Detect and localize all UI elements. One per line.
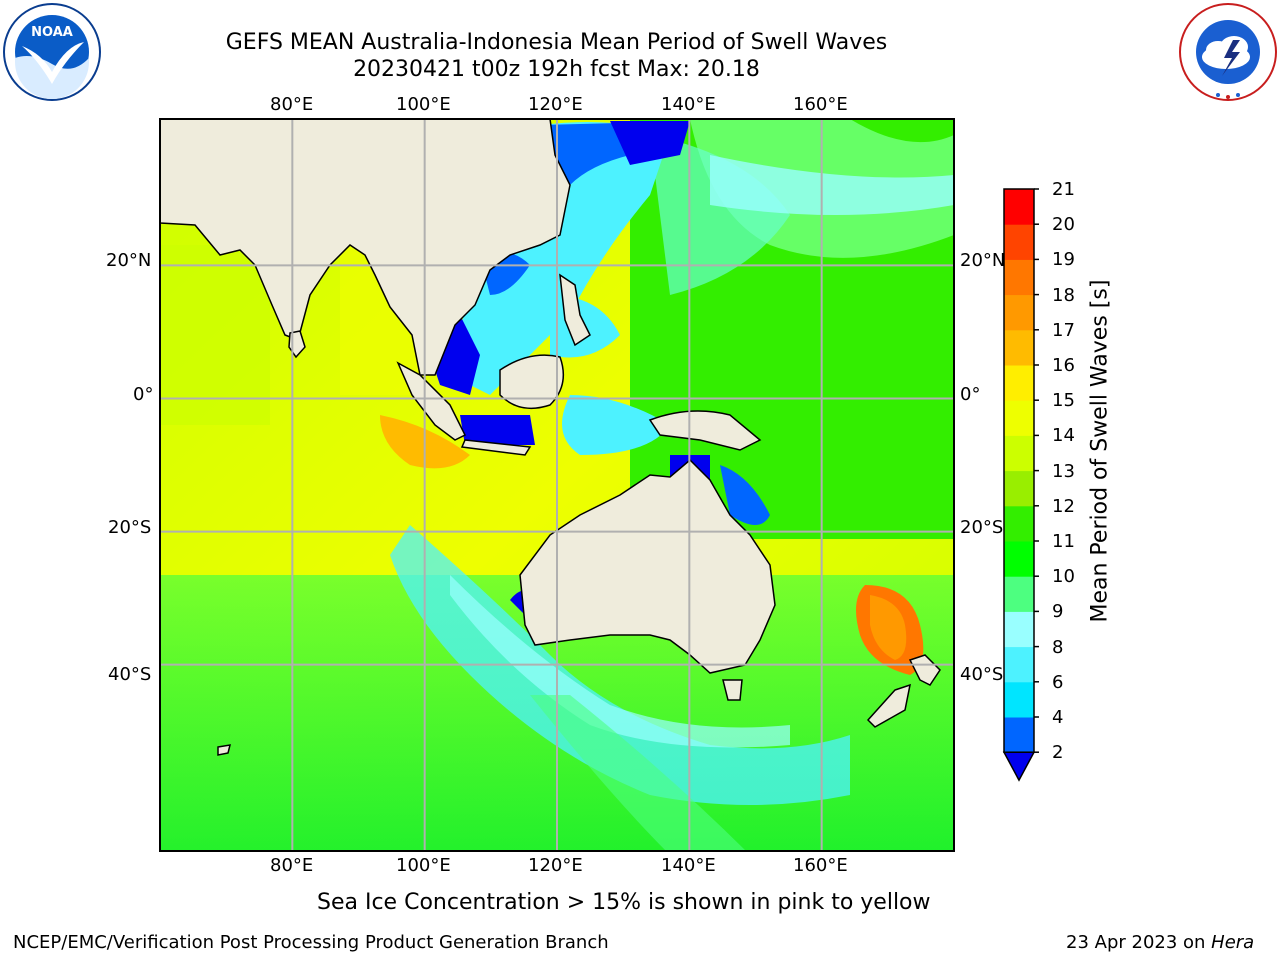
lat-tick-left-40s: 40°S [108, 664, 152, 685]
colorbar-tick-label: 6 [1052, 671, 1064, 693]
colorbar-label: Mean Period of Swell Waves [s] [1087, 279, 1113, 623]
colorbar [1002, 188, 1039, 782]
colorbar-tick-label: 11 [1052, 531, 1075, 552]
land-new-guinea [648, 410, 762, 451]
land-masses [160, 119, 941, 756]
colorbar-tick-label: 12 [1052, 495, 1075, 517]
colorbar-segment [1004, 470, 1034, 507]
land-new-zealand-north [908, 654, 941, 686]
colorbar-tick-label: 10 [1052, 566, 1075, 588]
chart-subtitle: 20230421 t00z 192h fcst Max: 20.18 [353, 57, 760, 82]
lat-tick-left-0: 0° [133, 384, 154, 405]
lat-tick-right-0: 0° [960, 384, 981, 405]
lat-tick-right-20s: 20°S [960, 517, 1004, 538]
lat-tick-left-20n: 20°N [106, 250, 152, 271]
chart-title: GEFS MEAN Australia-Indonesia Mean Perio… [225, 30, 888, 55]
noaa-logo-icon: NOAA [3, 3, 101, 101]
sea-ice-note: Sea Ice Concentration > 15% is shown in … [317, 890, 931, 915]
lon-tick-bottom-140: 140°E [661, 855, 716, 876]
colorbar-segment [1004, 611, 1034, 648]
colorbar-tick-label: 9 [1052, 601, 1064, 623]
colorbar-segment [1004, 329, 1034, 366]
colorbar-tick-label: 16 [1052, 355, 1075, 376]
colorbar-segment [1004, 576, 1034, 612]
map-frame [159, 118, 955, 852]
colorbar-tick-label: 17 [1052, 319, 1075, 341]
land-philippines [559, 273, 591, 347]
colorbar-segment [1004, 681, 1034, 718]
land-borneo [499, 354, 565, 410]
footer-date-text: 23 Apr 2023 on [1066, 932, 1212, 953]
land-australia [519, 458, 776, 674]
lat-tick-right-40s: 40°S [960, 664, 1004, 685]
footer-producer: NCEP/EMC/Verification Post Processing Pr… [13, 932, 609, 953]
colorbar-segment [1004, 189, 1034, 225]
colorbar-tick-label: 20 [1052, 214, 1075, 236]
colorbar-tick-label: 2 [1052, 742, 1064, 764]
colorbar-segment [1004, 224, 1034, 260]
swell-period-map [159, 118, 955, 852]
svg-text:NOAA: NOAA [31, 25, 73, 40]
land-kerguelen [217, 744, 232, 756]
colorbar-tick-label: 15 [1052, 390, 1075, 412]
colorbar-segment [1004, 294, 1034, 331]
colorbar-segment [1004, 259, 1034, 296]
lon-tick-top-80: 80°E [270, 94, 314, 115]
nws-logo-icon [1179, 3, 1277, 101]
lon-tick-bottom-80: 80°E [270, 855, 314, 876]
land-new-zealand-south [866, 683, 911, 728]
lat-tick-right-20n: 20°N [960, 250, 1006, 271]
land-asia [160, 119, 571, 376]
colorbar-segment [1004, 365, 1034, 401]
colorbar-tick-label: 14 [1052, 425, 1075, 447]
noaa-logo: NOAA [2, 2, 102, 102]
graticule [160, 119, 954, 851]
lon-tick-top-160: 160°E [793, 94, 848, 115]
colorbar-segment [1004, 435, 1034, 472]
colorbar-tick-label: 18 [1052, 284, 1075, 306]
colorbar-tick-label: 4 [1052, 707, 1064, 728]
colorbar-tick-label: 21 [1052, 179, 1075, 200]
colorbar-tick-label: 19 [1052, 249, 1075, 271]
colorbar-segment [1004, 505, 1034, 542]
colorbar-segment [1004, 646, 1034, 683]
colorbar-segment [1004, 717, 1034, 753]
lon-tick-top-100: 100°E [396, 94, 451, 115]
lat-tick-left-20s: 20°S [108, 517, 152, 538]
nws-logo [1178, 2, 1278, 102]
colorbar-ticks: 21 20 19 18 17 16 15 14 13 12 11 10 9 8 6 4 2 [1050, 180, 1090, 770]
lon-tick-bottom-160: 160°E [793, 855, 848, 876]
lon-tick-bottom-120: 120°E [528, 855, 583, 876]
colorbar-segment [1004, 541, 1034, 577]
land-java [460, 439, 532, 456]
colorbar-tick-label: 13 [1052, 460, 1075, 482]
footer-host: Hera [1211, 932, 1255, 953]
colorbar-segment [1004, 400, 1034, 436]
colorbar-extend-triangle [1002, 751, 1036, 782]
lon-tick-top-120: 120°E [528, 94, 583, 115]
lon-tick-top-140: 140°E [661, 94, 716, 115]
land-tasmania [722, 679, 743, 701]
colorbar-tick-label: 8 [1052, 636, 1064, 658]
lon-tick-bottom-100: 100°E [396, 855, 451, 876]
footer-date: 23 Apr 2023 on Hera [1066, 932, 1254, 953]
